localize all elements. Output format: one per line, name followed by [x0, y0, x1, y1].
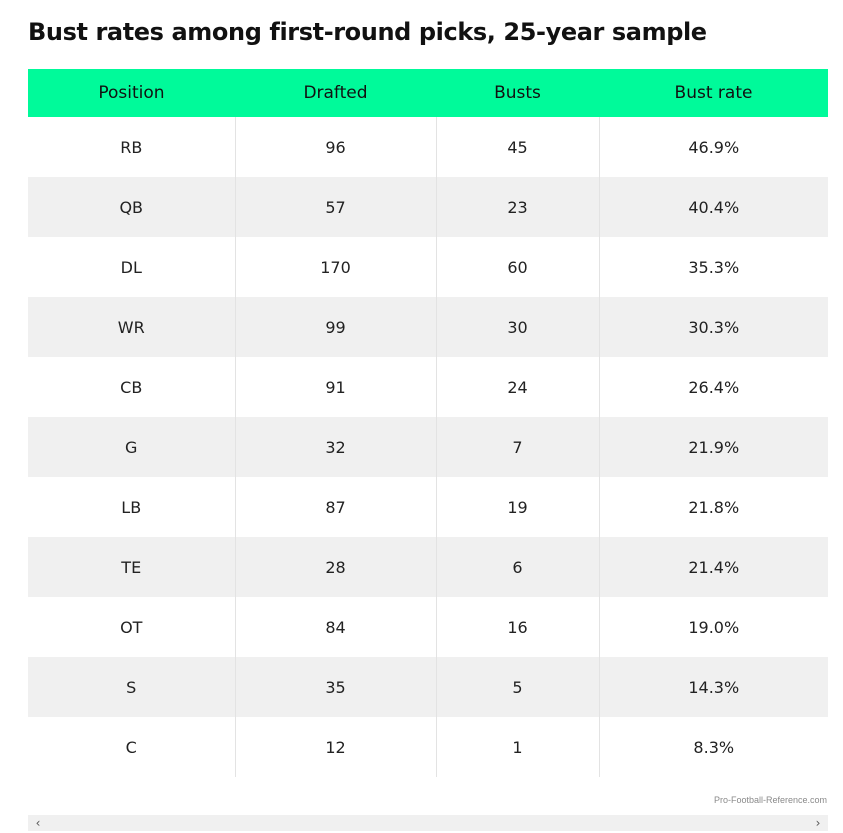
- cell-busts: 16: [435, 597, 599, 657]
- table-row: TE 28 6 21.4%: [28, 537, 828, 597]
- cell-drafted: 170: [234, 237, 436, 297]
- cell-busts: 60: [435, 237, 599, 297]
- cell-busts: 30: [435, 297, 599, 357]
- column-header-drafted[interactable]: Drafted: [303, 83, 368, 103]
- cell-busts: 45: [435, 117, 599, 177]
- cell-bust-rate: 26.4%: [598, 357, 828, 417]
- cell-busts: 7: [435, 417, 599, 477]
- table-row: LB 87 19 21.8%: [28, 477, 828, 537]
- cell-bust-rate: 8.3%: [598, 717, 828, 777]
- cell-busts: 1: [435, 717, 599, 777]
- header-row: Position Drafted Busts Bust rate: [28, 69, 828, 117]
- cell-drafted: 96: [234, 117, 436, 177]
- cell-drafted: 28: [234, 537, 436, 597]
- bust-rate-table: Position Drafted Busts Bust rate RB 96 45 4…: [28, 69, 828, 777]
- cell-position: TE: [121, 557, 142, 577]
- cell-position: G: [125, 437, 138, 457]
- cell-bust-rate: 46.9%: [598, 117, 828, 177]
- cell-drafted: 35: [234, 657, 436, 717]
- table-row: RB 96 45 46.9%: [28, 117, 828, 177]
- chevron-left-icon[interactable]: ‹: [35, 816, 41, 830]
- cell-position: WR: [117, 317, 145, 337]
- source-credit: Pro-Football-Reference.com: [713, 795, 827, 805]
- cell-bust-rate: 35.3%: [598, 237, 828, 297]
- table-row: C 12 1 8.3%: [28, 717, 828, 777]
- cell-position: C: [125, 737, 137, 757]
- table-row: OT 84 16 19.0%: [28, 597, 828, 657]
- cell-drafted: 91: [234, 357, 436, 417]
- cell-drafted: 57: [234, 177, 436, 237]
- table-row: QB 57 23 40.4%: [28, 177, 828, 237]
- cell-position: CB: [120, 377, 143, 397]
- cell-busts: 24: [435, 357, 599, 417]
- cell-bust-rate: 30.3%: [598, 297, 828, 357]
- cell-position: QB: [119, 197, 144, 217]
- table-row: S 35 5 14.3%: [28, 657, 828, 717]
- cell-busts: 19: [435, 477, 599, 537]
- cell-busts: 5: [435, 657, 599, 717]
- table-row: DL 170 60 35.3%: [28, 237, 828, 297]
- cell-drafted: 32: [234, 417, 436, 477]
- cell-bust-rate: 21.9%: [598, 417, 828, 477]
- cell-position: OT: [120, 617, 143, 637]
- cell-bust-rate: 21.8%: [598, 477, 828, 537]
- cell-bust-rate: 21.4%: [598, 537, 828, 597]
- column-header-position[interactable]: Position: [98, 83, 165, 103]
- column-header-bust-rate[interactable]: Bust rate: [674, 83, 753, 103]
- cell-drafted: 87: [234, 477, 436, 537]
- table-row: WR 99 30 30.3%: [28, 297, 828, 357]
- cell-bust-rate: 40.4%: [598, 177, 828, 237]
- cell-position: LB: [121, 497, 142, 517]
- cell-bust-rate: 14.3%: [598, 657, 828, 717]
- chevron-right-icon[interactable]: ›: [815, 816, 821, 830]
- table-row: G 32 7 21.9%: [28, 417, 828, 477]
- table-body: RB 96 45 46.9% QB 57 23 40.4% DL 170 60 35.3% WR 99 30…: [28, 117, 828, 777]
- cell-position: S: [126, 677, 137, 697]
- data-table-container: Position Drafted Busts Bust rate RB 96 45 4…: [28, 69, 828, 777]
- cell-position: DL: [120, 257, 142, 277]
- cell-position: RB: [120, 137, 143, 157]
- cell-bust-rate: 19.0%: [598, 597, 828, 657]
- cell-drafted: 99: [234, 297, 436, 357]
- page-title: Bust rates among first-round picks, 25-y…: [28, 18, 707, 46]
- column-header-busts[interactable]: Busts: [494, 83, 541, 103]
- cell-drafted: 84: [234, 597, 436, 657]
- table-header: Position Drafted Busts Bust rate: [28, 69, 828, 117]
- cell-drafted: 12: [234, 717, 436, 777]
- horizontal-scrollbar[interactable]: ‹ ›: [28, 815, 828, 831]
- table-row: CB 91 24 26.4%: [28, 357, 828, 417]
- cell-busts: 6: [435, 537, 599, 597]
- cell-busts: 23: [435, 177, 599, 237]
